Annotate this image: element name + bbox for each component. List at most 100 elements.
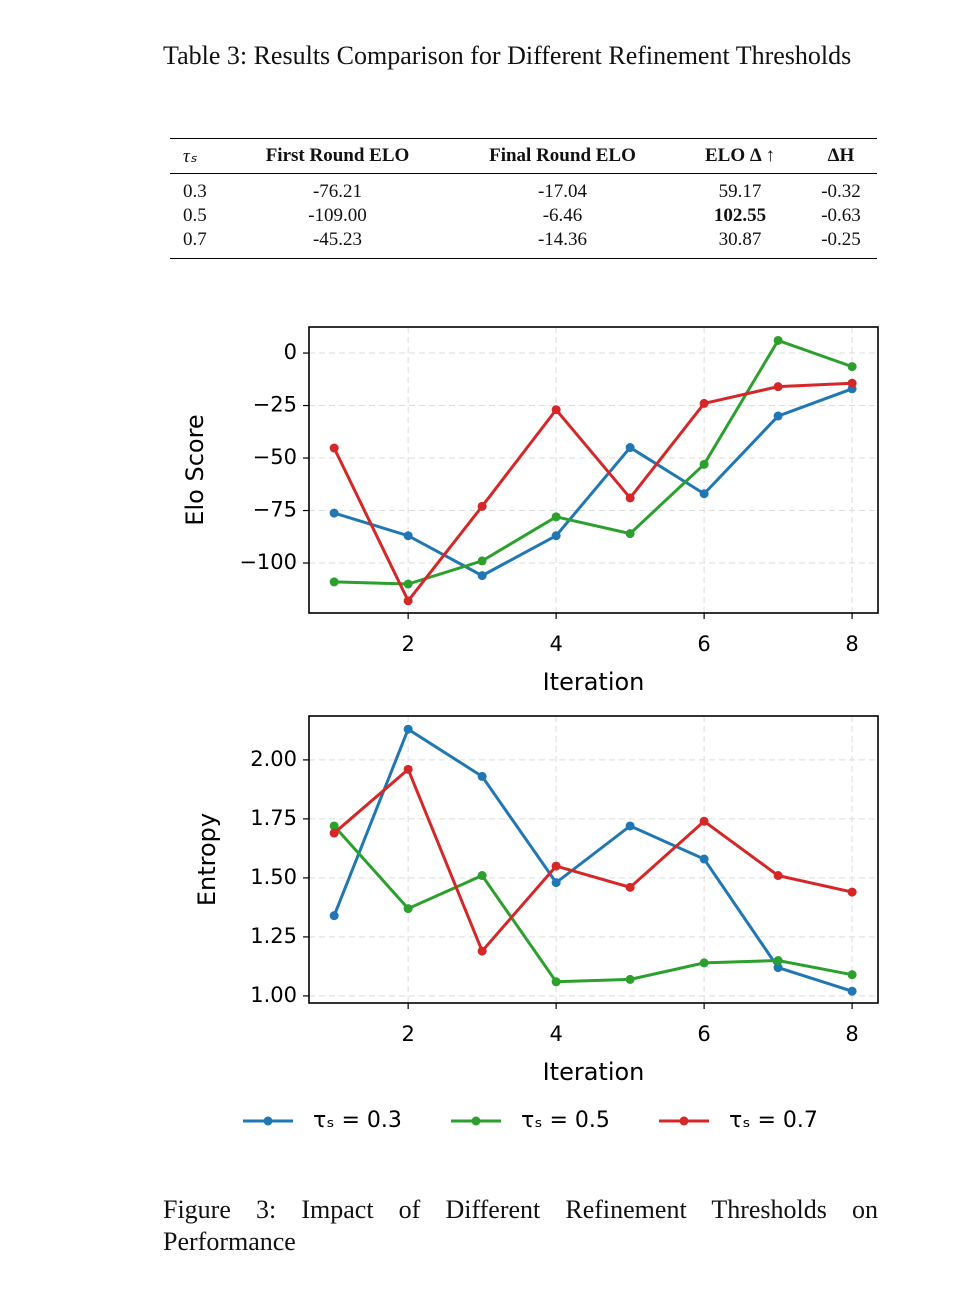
table-row: 0.3 -76.21 -17.04 59.17 -0.32 — [170, 174, 877, 205]
y-tick-label: 1.25 — [250, 924, 297, 948]
data-point — [847, 970, 857, 980]
table-cell: -6.46 — [542, 205, 583, 226]
x-tick-label: 6 — [697, 1022, 710, 1046]
table-cell: 59.17 — [718, 181, 762, 202]
figure-caption: Figure 3: Impact of Different Refinement… — [163, 1195, 878, 1256]
data-point — [477, 946, 487, 956]
results-table: τₛ First Round ELO Final Round ELO ELO Δ ↑ Δ… — [170, 138, 877, 259]
data-point — [625, 821, 635, 831]
series-line — [334, 338, 853, 586]
header-cell: ELO Δ ↑ — [705, 145, 775, 166]
header-row: τₛ First Round ELO Final Round ELO ELO Δ ↑ Δ… — [170, 139, 877, 174]
y-tick-label: 1.50 — [250, 865, 297, 889]
data-point — [847, 378, 857, 388]
data-point — [551, 512, 561, 522]
x-tick-label: 4 — [549, 632, 562, 656]
series-line — [333, 824, 853, 984]
table-cell: -0.25 — [821, 229, 861, 250]
data-point — [403, 579, 413, 589]
data-point — [477, 871, 487, 881]
table-cell: 30.87 — [718, 229, 762, 250]
table-cell: 0.3 — [183, 181, 207, 202]
data-point — [551, 977, 561, 987]
data-point — [773, 956, 783, 966]
y-tick-label: −75 — [253, 498, 297, 522]
data-point — [403, 724, 413, 734]
y-axis-label: Entropy — [193, 813, 221, 906]
legend-label: τₛ = 0.3 — [313, 1108, 402, 1133]
y-tick-label: −50 — [253, 445, 297, 469]
data-point — [329, 911, 339, 921]
data-point — [847, 986, 857, 996]
data-point — [329, 508, 339, 518]
header-cell: τₛ — [183, 145, 197, 167]
y-tick-label: 2.00 — [250, 747, 297, 771]
data-point — [773, 382, 783, 392]
x-tick-label: 8 — [845, 1022, 858, 1046]
data-point — [699, 489, 709, 499]
plot-frame — [308, 326, 879, 614]
data-point — [551, 861, 561, 871]
x-tick-label: 2 — [401, 632, 414, 656]
data-point — [329, 828, 339, 838]
table-cell: 102.55 — [713, 205, 767, 226]
legend-marker — [263, 1116, 273, 1126]
data-point — [847, 887, 857, 897]
table-cell: -0.63 — [821, 205, 861, 226]
series-line — [332, 381, 853, 604]
series-line — [333, 766, 853, 954]
x-tick-label: 8 — [845, 632, 858, 656]
x-tick-label: 4 — [549, 1022, 562, 1046]
header-cell: ΔH — [827, 145, 855, 166]
table-cell: 0.5 — [183, 205, 207, 226]
data-point — [699, 816, 709, 826]
y-tick-label: −100 — [239, 550, 297, 574]
data-point — [477, 556, 487, 566]
data-point — [329, 821, 339, 831]
data-point — [403, 764, 413, 774]
data-point — [699, 854, 709, 864]
data-point — [625, 529, 635, 539]
data-point — [625, 974, 635, 984]
header-cell: First Round ELO — [265, 145, 410, 166]
table-body: 0.3 -76.21 -17.04 59.17 -0.32 0.5 -109.00 -6.46… — [170, 174, 877, 259]
data-point — [477, 571, 487, 581]
data-point — [625, 882, 635, 892]
table-cell: -17.04 — [537, 181, 588, 202]
data-point — [625, 493, 635, 503]
table-cell: -45.23 — [312, 229, 363, 250]
x-axis-label: Iteration — [543, 1058, 645, 1086]
y-tick-label: −25 — [253, 393, 297, 417]
data-point — [773, 871, 783, 881]
y-axis-label: Elo Score — [181, 414, 209, 525]
y-tick-label: 1.00 — [250, 983, 297, 1007]
x-tick-label: 2 — [401, 1022, 414, 1046]
legend-marker — [679, 1116, 689, 1126]
data-point — [477, 771, 487, 781]
data-point — [329, 577, 339, 587]
data-point — [329, 443, 339, 453]
data-point — [773, 335, 783, 345]
legend-label: τₛ = 0.7 — [729, 1108, 818, 1133]
data-point — [699, 958, 709, 968]
data-point — [625, 443, 635, 453]
table-cell: -76.21 — [312, 181, 363, 202]
x-tick-label: 6 — [697, 632, 710, 656]
table-cell: 0.7 — [183, 229, 207, 250]
x-axis-label: Iteration — [543, 668, 645, 696]
y-tick-label: 1.75 — [250, 806, 297, 830]
legend-label: τₛ = 0.5 — [521, 1108, 610, 1133]
series-line — [333, 387, 853, 578]
table-cell: -109.00 — [308, 205, 367, 226]
data-point — [847, 362, 857, 372]
table-cell: -0.32 — [821, 181, 861, 202]
data-point — [403, 531, 413, 541]
data-point — [699, 459, 709, 469]
table-caption: Table 3: Results Comparison for Differen… — [163, 41, 852, 70]
series-line — [332, 726, 853, 993]
data-point — [773, 411, 783, 421]
y-tick-label: 0 — [284, 340, 297, 364]
data-point — [773, 963, 783, 973]
data-point — [403, 904, 413, 914]
